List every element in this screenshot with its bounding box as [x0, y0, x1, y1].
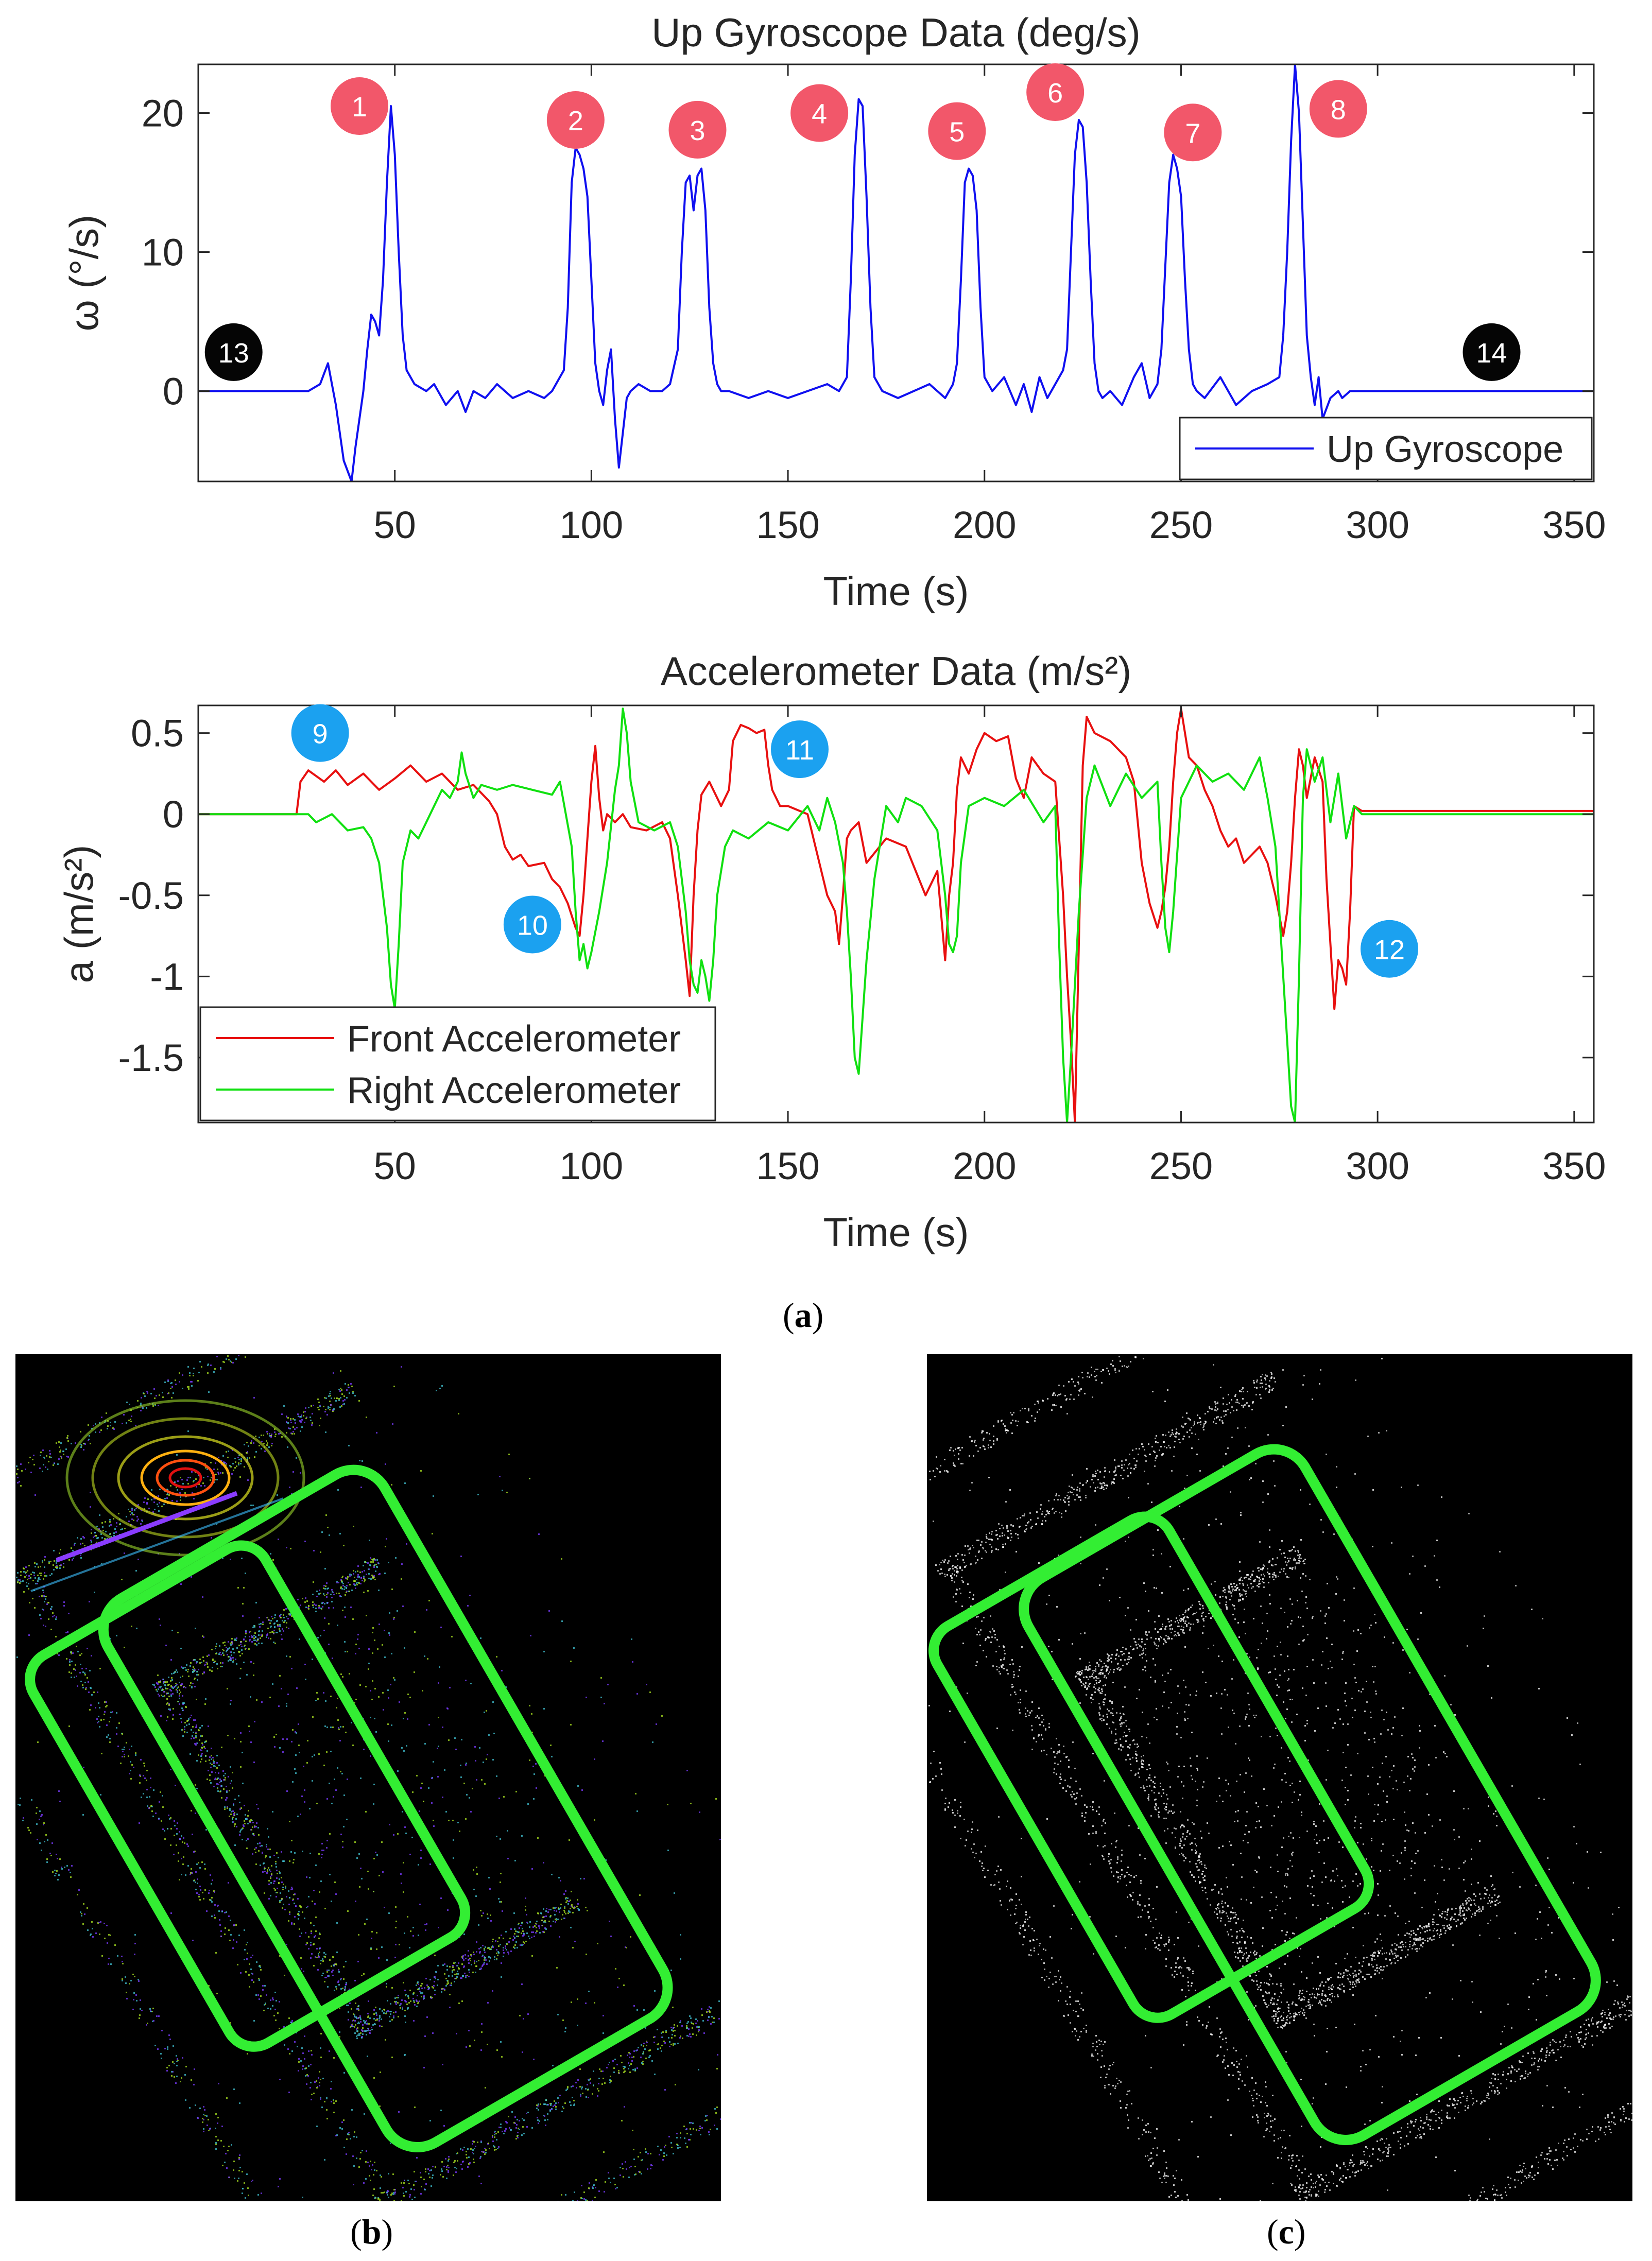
point-cloud-b: [16, 1355, 721, 2201]
annotation-label: 6: [1047, 78, 1063, 109]
x-tick-label: 100: [560, 504, 623, 546]
plot-area: [198, 64, 1594, 481]
annotation-marker-12: 12: [1361, 920, 1419, 978]
trajectory-c: [928, 1444, 1601, 2145]
legend-label: Right Accelerometer: [347, 1070, 681, 1111]
series-line-front-accelerometer: [198, 707, 1594, 1123]
x-tick-label: 300: [1346, 504, 1409, 546]
legend: Front Accelerometer Right Accelerometer: [199, 1006, 716, 1121]
chart-title: Up Gyroscope Data (deg/s): [651, 10, 1140, 55]
annotation-label: 3: [690, 115, 705, 146]
annotation-circle: [928, 102, 986, 160]
annotation-label: 10: [517, 910, 548, 941]
point-cloud-c: [928, 1356, 1632, 2201]
annotation-marker-11: 11: [770, 720, 829, 779]
map-panel-b: [15, 1354, 721, 2201]
annotation-label: 7: [1185, 118, 1200, 149]
trajectory-b: [25, 1464, 673, 2152]
annotation-label: 12: [1374, 935, 1405, 965]
annotation-marker-13: 13: [204, 323, 263, 381]
x-tick-label: 250: [1149, 1145, 1213, 1187]
map-b-canvas: [16, 1355, 721, 2201]
annotation-marker-2: 2: [546, 91, 605, 149]
annotation-label: 14: [1476, 338, 1507, 369]
x-axis-label: Time (s): [823, 1210, 969, 1255]
annotation-label: 4: [812, 99, 827, 130]
series-line-right-accelerometer: [198, 707, 1594, 1123]
map-c-canvas: [928, 1356, 1632, 2201]
annotation-circle: [1026, 63, 1085, 121]
panel-label-c: (c): [1267, 2212, 1306, 2251]
map-panel-c: [927, 1354, 1632, 2201]
series-line-up-gyroscope: [198, 64, 1594, 481]
annotation-marker-7: 7: [1164, 103, 1222, 162]
axes-frame: [197, 63, 1595, 482]
annotation-marker-10: 10: [503, 895, 561, 954]
x-tick-label: 200: [953, 504, 1016, 546]
x-tick-label: 50: [374, 1145, 416, 1187]
x-tick-label: 350: [1542, 1145, 1606, 1187]
y-tick-label: 20: [142, 92, 184, 135]
annotation-marker-5: 5: [928, 102, 986, 160]
x-tick-label: 250: [1149, 504, 1213, 546]
x-tick-label: 350: [1542, 504, 1606, 546]
y-tick-label: 10: [142, 231, 184, 274]
legend-box: [199, 1006, 716, 1121]
panel-label-a: (a): [783, 1296, 824, 1335]
annotation-circle: [546, 91, 605, 149]
x-tick-label: 200: [953, 1145, 1016, 1187]
y-tick-label: -1.5: [118, 1037, 184, 1079]
panel-label-b: (b): [350, 2212, 393, 2251]
annotation-circle: [790, 84, 849, 142]
annotation-circle: [291, 704, 349, 762]
annotation-label: 9: [313, 719, 328, 750]
colored-rings: [30, 1399, 305, 1592]
annotation-label: 11: [785, 735, 814, 766]
gyroscope-chart: 50 100 150 200 250 300 350 0 10 20 Up Gyroscope Da…: [61, 10, 1606, 614]
annotation-marker-9: 9: [291, 704, 349, 762]
x-tick-label: 150: [756, 504, 819, 546]
y-axis-label: a (m/s²): [56, 845, 101, 983]
annotation-label: 13: [218, 338, 249, 369]
annotation-marker-3: 3: [668, 100, 727, 159]
annotation-circle: [503, 895, 561, 954]
annotation-circle: [1361, 920, 1419, 978]
annotation-circle: [204, 323, 263, 381]
annotation-label: 5: [949, 117, 965, 148]
annotation-label: 1: [352, 92, 367, 123]
annotation-marker-1: 1: [330, 77, 388, 135]
x-tick-label: 300: [1346, 1145, 1409, 1187]
annotation-marker-14: 14: [1462, 323, 1521, 381]
x-tick-label: 150: [756, 1145, 819, 1187]
annotation-circle: [1164, 103, 1222, 162]
y-tick-label: -1: [150, 955, 184, 998]
annotation-circle: [770, 720, 829, 779]
annotation-circle: [330, 77, 388, 135]
annotation-marker-6: 6: [1026, 63, 1085, 121]
x-tick-label: 50: [374, 504, 416, 546]
legend-label: Front Accelerometer: [347, 1019, 681, 1060]
annotation-marker-4: 4: [790, 84, 849, 142]
y-axis-label: ω (°/s): [61, 215, 107, 331]
accelerometer-chart: 50 100 150 200 250 300 350 0.5 0 -0.5 -1 -1.5 Accele…: [56, 648, 1606, 1255]
legend: Up Gyroscope: [1179, 417, 1593, 480]
chart-title: Accelerometer Data (m/s²): [661, 648, 1132, 694]
annotation-marker-8: 8: [1309, 80, 1367, 138]
axes-frame: [197, 704, 1595, 1124]
annotation-label: 2: [568, 106, 583, 136]
y-tick-label: 0: [163, 793, 184, 836]
y-tick-label: -0.5: [118, 874, 184, 917]
y-tick-label: 0: [163, 370, 184, 413]
annotation-circle: [1462, 323, 1521, 381]
y-tick-label: 0.5: [131, 712, 184, 755]
legend-label: Up Gyroscope: [1327, 429, 1563, 470]
annotation-circle: [1309, 80, 1367, 138]
annotation-circle: [668, 100, 727, 159]
x-tick-label: 100: [560, 1145, 623, 1187]
annotation-label: 8: [1331, 94, 1346, 125]
x-axis-label: Time (s): [823, 568, 969, 614]
